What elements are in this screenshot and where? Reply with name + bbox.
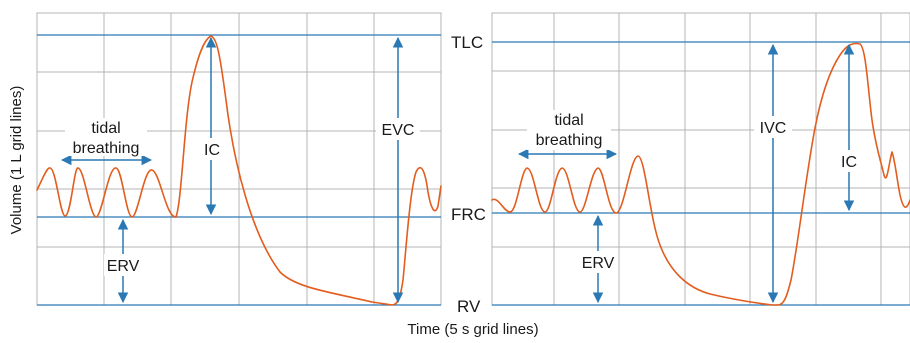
right-erv-label-bg xyxy=(579,251,617,273)
rv-level-label: RV xyxy=(457,297,481,316)
left-tidal-label-line1: tidal xyxy=(91,120,120,137)
right-volume-trace xyxy=(491,42,910,306)
left-volume-trace xyxy=(36,35,442,306)
right-tidal-label-line2: breathing xyxy=(536,132,603,149)
tlc-level-label: TLC xyxy=(451,33,483,52)
x-axis-label: Time (5 s grid lines) xyxy=(407,321,538,338)
right-ivc-label: IVC xyxy=(760,120,787,137)
right-ic-label: IC xyxy=(841,154,857,171)
right-tidal-label-line1: tidal xyxy=(554,112,583,129)
left-ic-label-bg xyxy=(199,138,225,160)
left-tidal-label-bg xyxy=(65,118,147,156)
right-ic-label-bg xyxy=(836,150,862,172)
right-ivc-label-bg xyxy=(754,116,792,138)
left-grid xyxy=(37,13,441,305)
left-evc-label: EVC xyxy=(382,122,415,139)
right-tidal-label-bg xyxy=(527,110,611,150)
y-axis-label: Volume (1 L grid lines) xyxy=(8,86,25,235)
left-panel: tidal breathing IC EVC ERV xyxy=(36,12,442,306)
frc-level-label: FRC xyxy=(451,205,486,224)
right-erv-label: ERV xyxy=(582,255,615,272)
left-erv-label: ERV xyxy=(107,258,140,275)
left-tidal-label-line2: breathing xyxy=(73,140,140,157)
left-evc-label-bg xyxy=(376,118,420,140)
right-panel: tidal breathing IVC IC ERV xyxy=(491,12,910,306)
left-erv-label-bg xyxy=(104,254,142,276)
left-ic-label: IC xyxy=(204,142,220,159)
